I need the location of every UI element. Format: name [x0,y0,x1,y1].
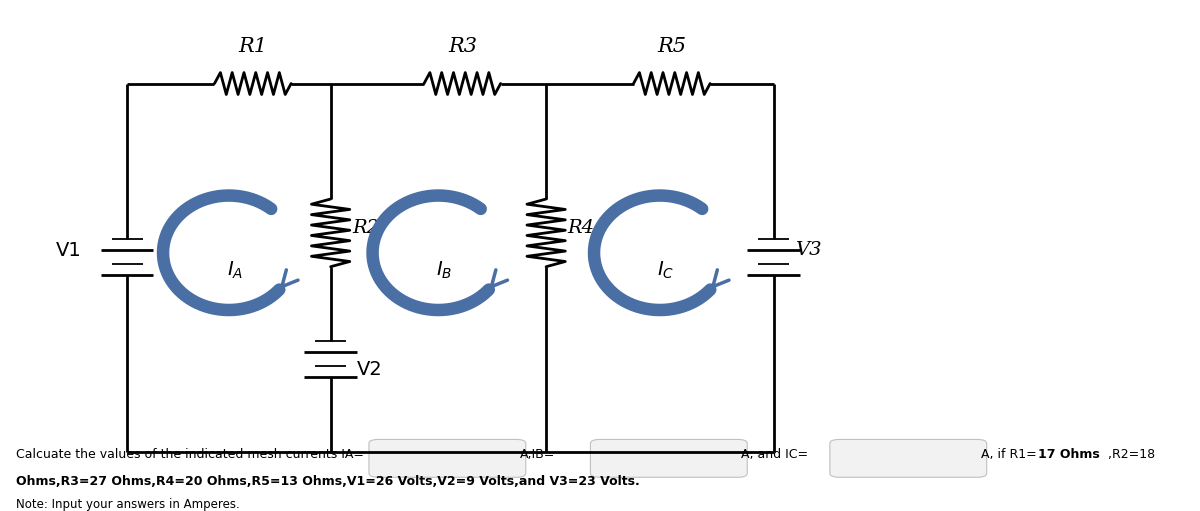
Text: Note: Input your answers in Amperes.: Note: Input your answers in Amperes. [16,498,240,510]
Text: R2: R2 [352,219,379,237]
Text: R5: R5 [658,37,686,56]
Text: R1: R1 [239,37,268,56]
Text: Ohms,R3=27 Ohms,R4=20 Ohms,R5=13 Ohms,V1=26 Volts,V2=9 Volts,and V3=23 Volts.: Ohms,R3=27 Ohms,R4=20 Ohms,R5=13 Ohms,V1… [16,475,640,488]
Text: $I_A$: $I_A$ [227,260,242,281]
Text: R3: R3 [448,37,476,56]
Text: A,IB=: A,IB= [520,448,556,461]
Text: 17 Ohms: 17 Ohms [1038,448,1100,461]
Text: ,R2=18: ,R2=18 [1108,448,1154,461]
FancyBboxPatch shape [368,439,526,477]
Text: A, and IC=: A, and IC= [742,448,809,461]
Text: Calcuate the values of the indicated mesh currents IA=: Calcuate the values of the indicated mes… [16,448,364,461]
Text: V3: V3 [796,241,822,259]
Text: V2: V2 [356,360,383,379]
FancyBboxPatch shape [590,439,748,477]
Text: A, if R1=: A, if R1= [980,448,1037,461]
Text: V1: V1 [56,241,82,260]
Text: $I_C$: $I_C$ [658,260,674,281]
Text: R4: R4 [568,219,595,237]
Text: $I_B$: $I_B$ [437,260,452,281]
FancyBboxPatch shape [830,439,986,477]
